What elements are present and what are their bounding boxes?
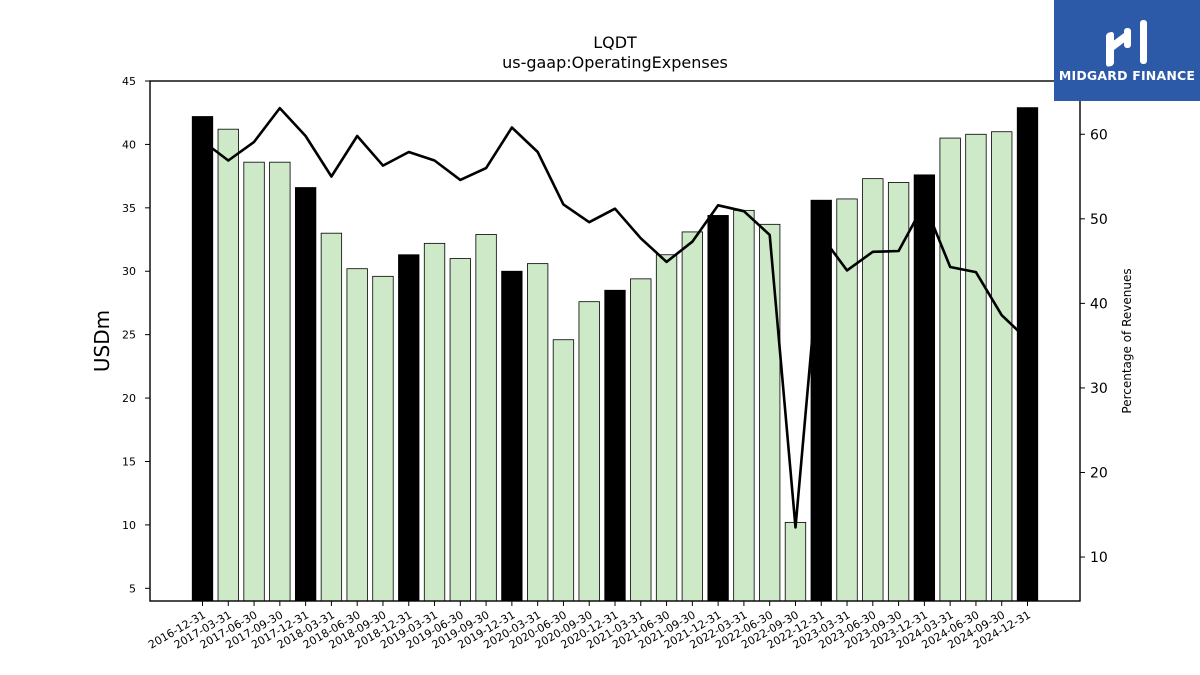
y-tick-label: 25	[122, 329, 136, 342]
bar-2020-06-30	[552, 339, 575, 602]
y2-tick-label: 10	[1090, 550, 1108, 566]
bar-2017-12-31	[294, 187, 317, 602]
bar-2023-09-30	[887, 182, 910, 602]
y2-tick-label: 40	[1090, 296, 1108, 312]
bar-2018-12-31	[398, 254, 420, 602]
line-layer	[201, 106, 1029, 529]
bar-2024-12-31	[1016, 107, 1039, 602]
bar-2020-09-30	[578, 301, 600, 602]
bar-2021-03-31	[630, 278, 652, 602]
bar-2023-06-30	[862, 178, 884, 602]
bar-2022-12-31	[810, 199, 832, 602]
bar-2023-12-31	[913, 174, 936, 602]
bar-2017-06-30	[243, 161, 265, 602]
bar-2018-09-30	[372, 275, 394, 602]
bar-2021-12-31	[707, 215, 729, 602]
bar-2019-12-31	[501, 270, 523, 602]
bar-2019-06-30	[449, 258, 471, 602]
bar-2024-06-30	[965, 133, 987, 602]
bar-2022-03-31	[733, 209, 755, 602]
bar-2021-06-30	[655, 254, 678, 602]
y2-tick-label: 60	[1090, 127, 1108, 143]
brand-logo: MIDGARD FINANCE	[1054, 0, 1200, 101]
bar-2017-09-30	[269, 161, 291, 602]
chart-subtitle: us-gaap:OperatingExpenses	[502, 53, 728, 72]
brand-name: MIDGARD FINANCE	[1058, 68, 1196, 83]
bar-2019-09-30	[475, 234, 497, 602]
bar-2019-03-31	[423, 242, 446, 602]
y-axis-label: USDm	[90, 310, 114, 372]
y-tick-label: 15	[122, 455, 136, 468]
y-tick-label: 5	[129, 582, 136, 595]
y-tick-label: 20	[122, 392, 136, 405]
y-tick-label: 30	[122, 265, 136, 278]
y-tick-label: 35	[122, 202, 136, 215]
bar-2020-12-31	[604, 289, 626, 602]
bar-2017-03-31	[217, 128, 239, 602]
bar-2021-09-30	[681, 231, 703, 602]
y2-tick-label: 30	[1090, 381, 1108, 397]
bar-2018-03-31	[320, 232, 343, 602]
y2-tick-label: 50	[1090, 212, 1108, 228]
bar-2022-06-30	[759, 223, 781, 602]
bar-2022-09-30	[784, 521, 807, 602]
axes-layer: 510152025303540451020304050602016-12-312…	[122, 75, 1108, 652]
bar-2024-09-30	[991, 131, 1013, 602]
bar-2018-06-30	[346, 268, 368, 602]
percentage-of-revenues-line	[201, 106, 1029, 529]
bars-layer	[191, 107, 1039, 602]
midgard-logo-icon	[1106, 20, 1147, 67]
y2-tick-label: 20	[1090, 465, 1108, 481]
chart-title: LQDT	[593, 33, 637, 52]
bar-2016-12-31	[191, 116, 214, 602]
y-tick-label: 45	[122, 75, 136, 88]
y2-axis-label: Percentage of Revenues	[1120, 268, 1134, 413]
y-tick-label: 40	[122, 138, 136, 151]
bar-2024-03-31	[939, 137, 961, 602]
y-tick-label: 10	[122, 519, 136, 532]
bar-2020-03-31	[527, 263, 549, 602]
